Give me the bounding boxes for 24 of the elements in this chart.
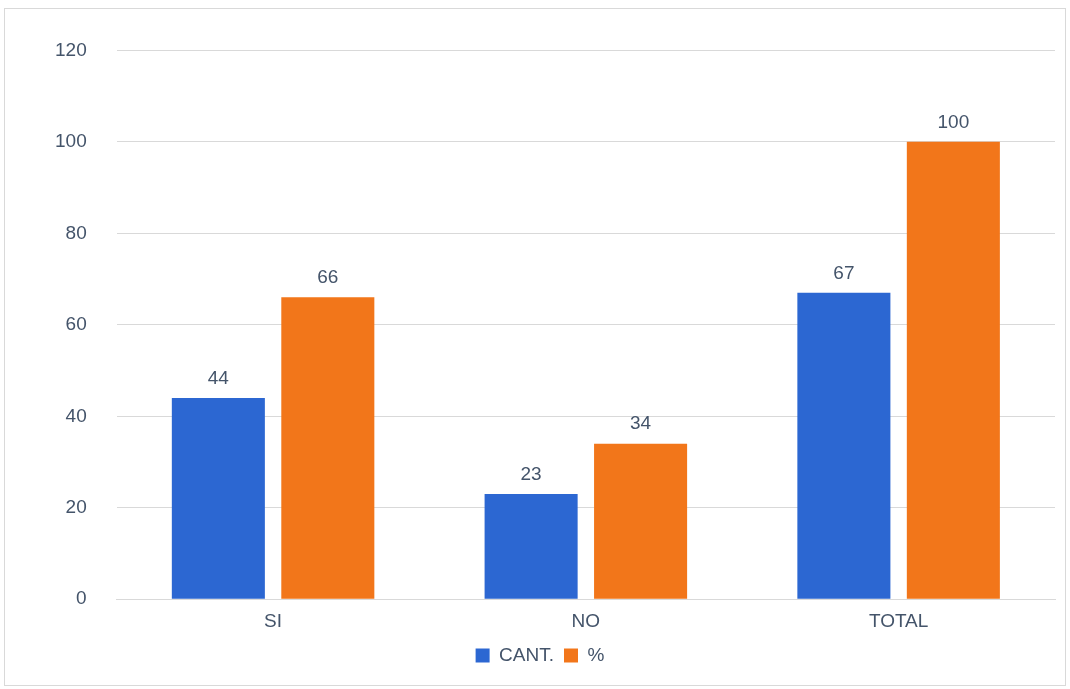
y-tick-label: 20 <box>65 495 87 517</box>
y-tick-label: 0 <box>76 587 87 609</box>
x-tick-label: NO <box>571 609 601 631</box>
y-tick-label: 120 <box>55 38 87 60</box>
y-tick-label: 100 <box>55 130 87 152</box>
data-label: 100 <box>937 110 970 132</box>
data-label: 67 <box>833 261 855 283</box>
legend-label: % <box>587 643 605 665</box>
bar <box>594 443 688 599</box>
y-tick-label: 60 <box>65 313 87 335</box>
data-label: 34 <box>630 412 652 434</box>
data-label: 66 <box>317 266 339 288</box>
x-tick-label: SI <box>264 609 283 631</box>
bar <box>171 397 265 599</box>
y-tick-label: 80 <box>65 221 87 243</box>
x-tick-label: TOTAL <box>868 609 929 631</box>
data-label: 23 <box>520 462 542 484</box>
bar <box>281 297 375 599</box>
bar <box>906 141 1000 599</box>
bar <box>797 292 891 599</box>
y-tick-label: 40 <box>65 404 87 426</box>
bar <box>484 494 578 599</box>
legend-label: CANT. <box>499 643 555 665</box>
data-label: 44 <box>207 366 230 388</box>
